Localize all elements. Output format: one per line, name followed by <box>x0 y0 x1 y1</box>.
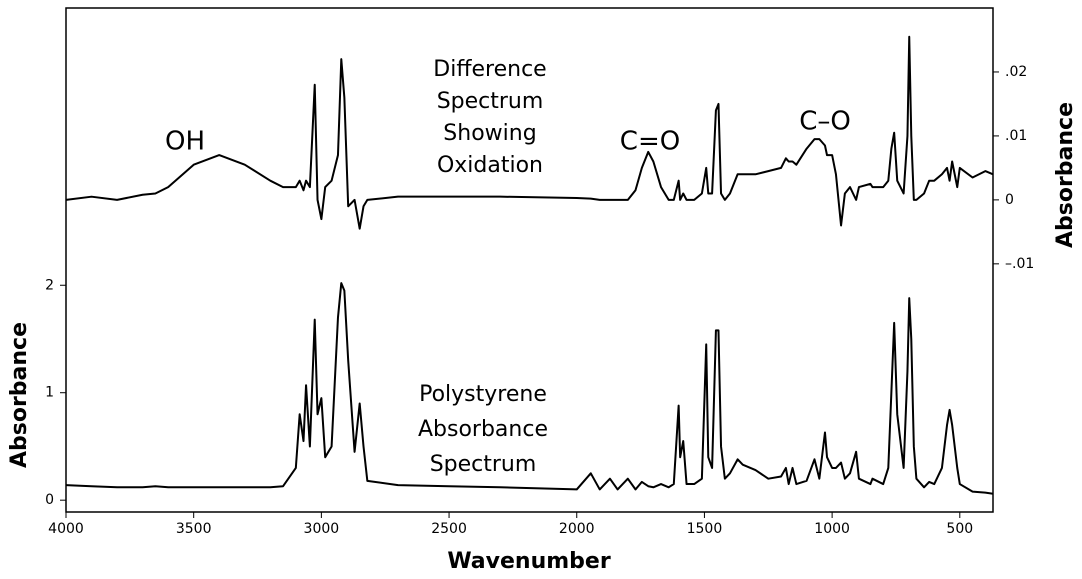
peak-annotation: OH <box>165 127 205 157</box>
x-tick-label: 1500 <box>687 521 723 537</box>
spectrum-caption: Spectrum <box>430 452 537 477</box>
spectrum-line <box>65 282 994 495</box>
spectrum-caption: Difference <box>433 57 546 82</box>
spectrum-caption: Spectrum <box>437 89 544 114</box>
spectrum-line <box>65 35 994 230</box>
x-tick-label: 3000 <box>304 521 340 537</box>
y-axis-label: Absorbance <box>7 322 32 468</box>
peak-annotation: C=O <box>620 127 680 157</box>
y-tick-label: 2 <box>45 277 54 293</box>
y-tick-label: 1 <box>45 385 54 401</box>
y2-tick-label: .02 <box>1005 64 1027 80</box>
spectrum-caption: Showing <box>443 121 536 146</box>
spectrum-caption: Polystyrene <box>419 382 547 407</box>
spectrum-caption: Oxidation <box>437 153 543 178</box>
x-tick-label: 500 <box>946 521 973 537</box>
x-tick-label: 2500 <box>431 521 467 537</box>
plot-frame <box>65 7 994 513</box>
x-tick-label: 4000 <box>48 521 84 537</box>
y2-tick-label: 0 <box>1005 192 1014 208</box>
y-tick-label: 0 <box>45 492 54 508</box>
x-tick-label: 1000 <box>814 521 850 537</box>
spectrum-caption: Absorbance <box>418 417 548 442</box>
y2-tick-label: .01 <box>1005 128 1027 144</box>
x-axis-label: Wavenumber <box>447 549 611 574</box>
y2-axis-label: Absorbance <box>1053 102 1078 248</box>
x-tick-label: 2000 <box>559 521 595 537</box>
x-tick-label: 3500 <box>176 521 212 537</box>
peak-annotation: C–O <box>799 107 851 137</box>
y2-tick-label: –.01 <box>1005 256 1034 272</box>
